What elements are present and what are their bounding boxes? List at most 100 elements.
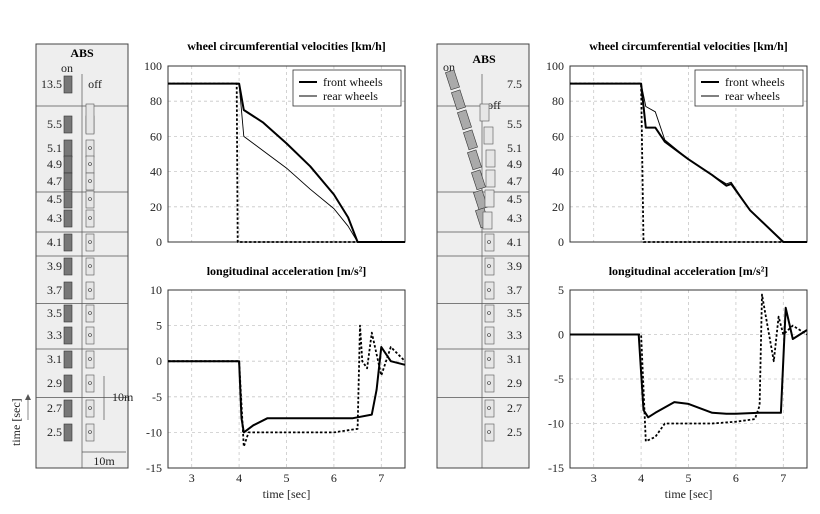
car-on-segment — [63, 399, 73, 418]
car-on-segment — [471, 169, 486, 191]
left-abs-panel: ABS on off 13.5 5.5 5.1 4.9 4.7 4.5 4.3 4.1 3.9 3… — [9, 43, 134, 469]
time-label: 3.1 — [47, 352, 62, 366]
car-on-segment — [63, 190, 73, 209]
x-tick-label: 3 — [189, 471, 195, 485]
y-tick-label: 0 — [156, 235, 162, 249]
time-label: 4.1 — [507, 235, 522, 249]
time-label: 2.7 — [47, 401, 62, 415]
chart-1: wheel circumferential velocities [km/h] 0… — [144, 39, 406, 249]
wheel-marker — [88, 311, 92, 315]
car-off-segment — [479, 103, 490, 122]
time-label: 3.7 — [507, 283, 522, 297]
wheel-marker — [88, 381, 92, 385]
x-tick-label: 7 — [780, 471, 786, 485]
wheel-marker — [88, 288, 92, 292]
x-tick-label: 5 — [686, 471, 692, 485]
series-line-series-3 — [168, 82, 405, 243]
y-tick-label: -15 — [548, 461, 564, 475]
y-tick-label: 10 — [150, 283, 162, 297]
time-label: 3.5 — [47, 306, 62, 320]
series-line-series-3 — [570, 82, 807, 243]
y-tick-label: -5 — [554, 372, 564, 386]
car-on-segment — [63, 155, 73, 174]
wheel-marker — [487, 240, 491, 244]
time-axis-label: time [sec] — [9, 398, 23, 446]
car-on-segment — [63, 172, 73, 191]
car-off-segment — [484, 350, 495, 369]
y-tick-label: 0 — [558, 235, 564, 249]
chart-title: wheel circumferential velocities [km/h] — [589, 39, 788, 53]
x-tick-label: 6 — [331, 471, 337, 485]
plot-frame — [569, 289, 808, 469]
car-off-segment — [485, 149, 496, 168]
time-label: 4.7 — [507, 174, 522, 188]
y-tick-label: 40 — [150, 165, 162, 179]
wheel-marker — [88, 357, 92, 361]
y-tick-label: 20 — [552, 200, 564, 214]
time-label: 3.9 — [47, 259, 62, 273]
x-tick-label: 4 — [638, 471, 644, 485]
car-on-segment — [63, 281, 73, 300]
time-label: 3.5 — [507, 306, 522, 320]
legend-entry: front wheels — [323, 75, 383, 89]
x-tick-label: 4 — [236, 471, 242, 485]
x-tick-label: 5 — [284, 471, 290, 485]
legend-box — [292, 69, 402, 107]
wheel-marker — [487, 406, 491, 410]
plot-frame — [167, 289, 406, 469]
legend-box — [694, 69, 804, 107]
time-label: 4.3 — [507, 211, 522, 225]
car-off-segment — [85, 399, 95, 418]
x-axis-label: time [sec] — [263, 487, 311, 501]
time-label: 3.7 — [47, 283, 62, 297]
wheel-marker — [487, 357, 491, 361]
series-line-series-2 — [168, 324, 406, 448]
car-off-segment — [484, 281, 495, 300]
y-tick-label: 5 — [156, 319, 162, 333]
wheel-marker — [487, 430, 491, 434]
time-label: 2.9 — [507, 376, 522, 390]
time-label: 4.3 — [47, 211, 62, 225]
car-on-segment — [63, 350, 73, 369]
time-label: 2.7 — [507, 401, 522, 415]
car-on-segment — [457, 109, 472, 131]
wheel-marker — [487, 288, 491, 292]
left-panel-title: ABS — [70, 46, 94, 60]
wheel-marker — [88, 430, 92, 434]
y-tick-label: 0 — [156, 354, 162, 368]
car-on-segment — [463, 129, 478, 151]
time-label: 3.1 — [507, 352, 522, 366]
time-label: 4.9 — [47, 157, 62, 171]
car-off-segment — [85, 374, 95, 393]
wheel-marker — [88, 216, 92, 220]
legend-entry: rear wheels — [725, 89, 780, 103]
y-tick-label: 80 — [552, 94, 564, 108]
left-time-labels: 13.5 5.5 5.1 4.9 4.7 4.5 4.3 4.1 3.9 3.7 3.5 3.3 3.1… — [36, 77, 128, 439]
car-off-segment — [484, 423, 495, 442]
y-tick-label: 5 — [558, 283, 564, 297]
right-panel-title: ABS — [472, 52, 496, 66]
car-on-segment — [63, 304, 73, 323]
series-line-series-2 — [570, 293, 808, 443]
x-tick-label: 6 — [733, 471, 739, 485]
car-on-segment — [63, 115, 73, 134]
car-off-segment — [484, 326, 495, 345]
time-label: 5.5 — [507, 117, 522, 131]
y-tick-label: 100 — [546, 59, 564, 73]
time-label: 4.5 — [507, 192, 522, 206]
car-off-segment — [482, 211, 493, 230]
wheel-marker — [487, 333, 491, 337]
series-line-front-wheels — [168, 82, 405, 243]
y-tick-label: 100 — [144, 59, 162, 73]
car-off-segment — [85, 423, 95, 442]
time-label: 5.1 — [507, 141, 522, 155]
y-tick-label: -15 — [146, 461, 162, 475]
car-off-segment — [483, 126, 494, 145]
car-off-segment — [85, 350, 95, 369]
right-off-label: off — [487, 98, 501, 112]
y-tick-label: 20 — [150, 200, 162, 214]
x-axis-label: time [sec] — [665, 487, 713, 501]
wheel-marker — [88, 162, 92, 166]
right-curved-trajectory — [445, 69, 496, 442]
